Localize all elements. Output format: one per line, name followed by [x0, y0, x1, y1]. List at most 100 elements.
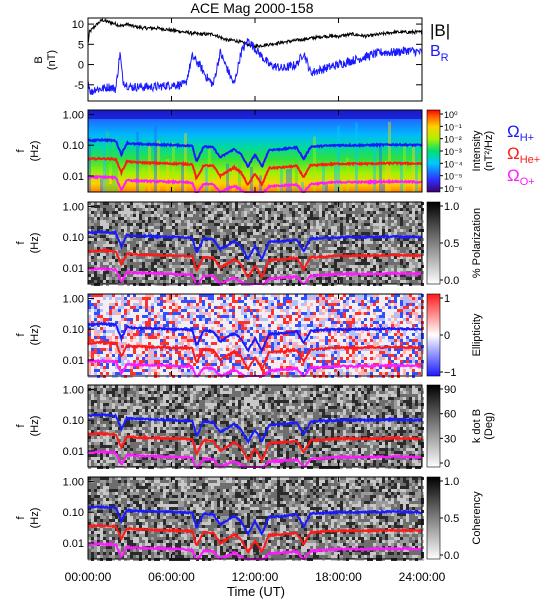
colorbar — [426, 201, 441, 285]
x-axis-tick-labels: 00:00:00 06:00:00 12:00:00 18:00:00 24:00:00 — [65, 570, 446, 584]
intensity-streak — [337, 126, 340, 192]
colorbar-unit: (nT²/Hz) — [483, 131, 495, 171]
legend-btotal: |B| — [430, 21, 450, 40]
colorbar-tick-label: 10⁻⁴ — [444, 159, 463, 169]
gyrofrequency-line-hplus — [87, 229, 423, 261]
colorbar-tick-label: −1 — [444, 367, 457, 379]
bfield-ylabel: B — [33, 56, 45, 63]
ylabel: f — [15, 149, 27, 153]
intensity-streak — [403, 145, 406, 192]
x-tick-label: 00:00:00 — [65, 570, 112, 584]
intensity-streak — [88, 137, 91, 192]
heatmap-polarization — [88, 202, 424, 286]
yunit: (Hz) — [29, 508, 41, 529]
ylabel: f — [15, 516, 27, 520]
intensity-streak — [301, 182, 304, 192]
intensity-streak — [412, 143, 415, 192]
colorbar-tick-label: 60 — [444, 409, 456, 421]
colorbar-tick-label: 0.0 — [444, 275, 459, 287]
intensity-streak — [148, 144, 151, 192]
intensity-streak — [232, 165, 235, 192]
heatmap-coherency — [88, 477, 424, 561]
ytick-label: 0.01 — [63, 171, 84, 183]
gyrofrequency-line-hplus — [87, 321, 423, 354]
colorbar-tick-label: 0 — [444, 330, 450, 342]
gyrofrequency-line-heplus — [87, 340, 423, 372]
colorbar-tick-label: 0 — [444, 458, 450, 470]
colorbar-tick-label: 10⁻³ — [444, 147, 462, 157]
yunit: (Hz) — [29, 233, 41, 254]
ylabel: f — [15, 333, 27, 337]
intensity-streak — [325, 183, 328, 192]
intensity-streak — [388, 121, 391, 192]
intensity-streak — [181, 164, 184, 192]
ytick-label: 0.01 — [63, 538, 84, 550]
ytick-label: 1.00 — [63, 201, 84, 213]
ellipticity-weak-negative — [88, 294, 424, 378]
intensity-streak — [103, 137, 106, 192]
intensity-streak — [289, 168, 292, 192]
gray-texture-mid — [88, 202, 424, 286]
intensity-streak — [106, 131, 109, 192]
btotal-series-line — [87, 17, 422, 49]
colorbar-unit: (Deg) — [483, 412, 495, 440]
x-axis-title: Time (UT) — [227, 584, 285, 599]
intensity-streak — [217, 172, 220, 192]
gyro-legend-item: ΩHe+ — [507, 144, 540, 166]
intensity-streak — [400, 159, 403, 192]
bfield-yunit: (nT) — [46, 50, 58, 70]
gyro-legend-item: ΩH+ — [507, 122, 534, 144]
x-tick-label: 18:00:00 — [315, 570, 362, 584]
gyrofrequency-legend: ΩH+ΩHe+ΩO+ — [507, 122, 540, 188]
colorbar-tick-label: 10⁰ — [444, 110, 458, 120]
colorbar-tick-label: 0.5 — [444, 238, 459, 250]
intensity-streak — [205, 167, 208, 192]
colorbar-tick-label: 1 — [444, 293, 450, 305]
intensity-streak — [379, 144, 382, 192]
ytick-label: 1.00 — [63, 293, 84, 305]
ytick-label: 1.00 — [63, 109, 84, 121]
intensity-streak — [112, 138, 115, 192]
intensity-background — [88, 110, 422, 192]
yunit: (Hz) — [29, 141, 41, 162]
colorbar-label: Ellipticity — [471, 313, 483, 356]
intensity-streak — [385, 160, 388, 192]
bfield-ytick-label: 0 — [78, 60, 84, 72]
gray-texture-light — [88, 385, 424, 469]
colorbar-tick-label: 10⁻⁶ — [444, 184, 463, 194]
ytick-label: 1.00 — [63, 384, 84, 396]
x-tick-label: 06:00:00 — [148, 570, 195, 584]
intensity-streak — [295, 160, 298, 192]
intensity-streak — [322, 164, 325, 192]
gray-texture-light — [88, 477, 424, 561]
ytick-label: 0.01 — [63, 355, 84, 367]
colorbar-tick-label: 30 — [444, 433, 456, 445]
intensity-streak — [100, 177, 103, 192]
colorbar — [426, 384, 441, 468]
intensity-streak — [355, 122, 358, 192]
colorbar-tick-label: 1.0 — [444, 201, 459, 213]
ylabel: f — [15, 424, 27, 428]
intensity-streak — [154, 125, 157, 192]
gyrofrequency-line-hplus — [88, 412, 423, 445]
x-tick-label: 12:00:00 — [232, 570, 279, 584]
figure-title: ACE Mag 2000-158 — [191, 0, 314, 16]
gyrofrequency-line-hplus — [87, 503, 423, 537]
heatmap-k-dot-b — [88, 385, 424, 469]
intensity-streak — [166, 159, 169, 192]
intensity-streak — [415, 142, 418, 192]
intensity-streak — [208, 147, 211, 192]
intensity-streak — [373, 140, 376, 192]
intensity-streak — [109, 184, 112, 192]
colorbar-tick-label: 0.0 — [444, 550, 459, 562]
colorbar-tick-label: 10⁻¹ — [444, 122, 462, 132]
br-series-line — [87, 38, 423, 95]
bfield-ytick-label: 10 — [72, 19, 84, 31]
intensity-streak — [157, 140, 160, 192]
colorbar-tick-label: 1.0 — [444, 476, 459, 488]
gyrofrequency-line-heplus — [87, 430, 423, 464]
intensity-streak — [172, 142, 175, 192]
gyrofrequency-line-heplus — [87, 156, 422, 188]
x-tick-label: 24:00:00 — [399, 570, 446, 584]
